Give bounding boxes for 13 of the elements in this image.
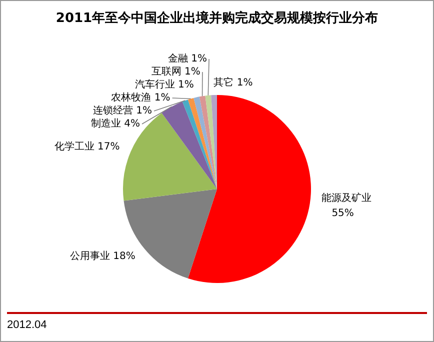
slice-label: 其它 1%	[214, 76, 253, 89]
slice-label: 公用事业 18%	[70, 250, 136, 262]
slice-label: 金融 1%	[168, 52, 208, 65]
slice-label: 汽车行业 1%	[134, 78, 194, 91]
slice-label: 互联网 1%	[151, 66, 200, 78]
slice-label: 能源及矿业	[322, 192, 372, 204]
slice-label: 农林牧渔 1%	[111, 92, 170, 104]
data-label: 55%	[332, 208, 354, 220]
chart-title: 2011年至今中国企业出境并购完成交易规模按行业分布	[54, 10, 380, 27]
slice-label: 连锁经营 1%	[92, 104, 152, 117]
slice-label: 化学工业 17%	[54, 140, 120, 152]
text: 2012.04	[7, 319, 47, 331]
slice-label: 制造业 4%	[90, 118, 140, 130]
